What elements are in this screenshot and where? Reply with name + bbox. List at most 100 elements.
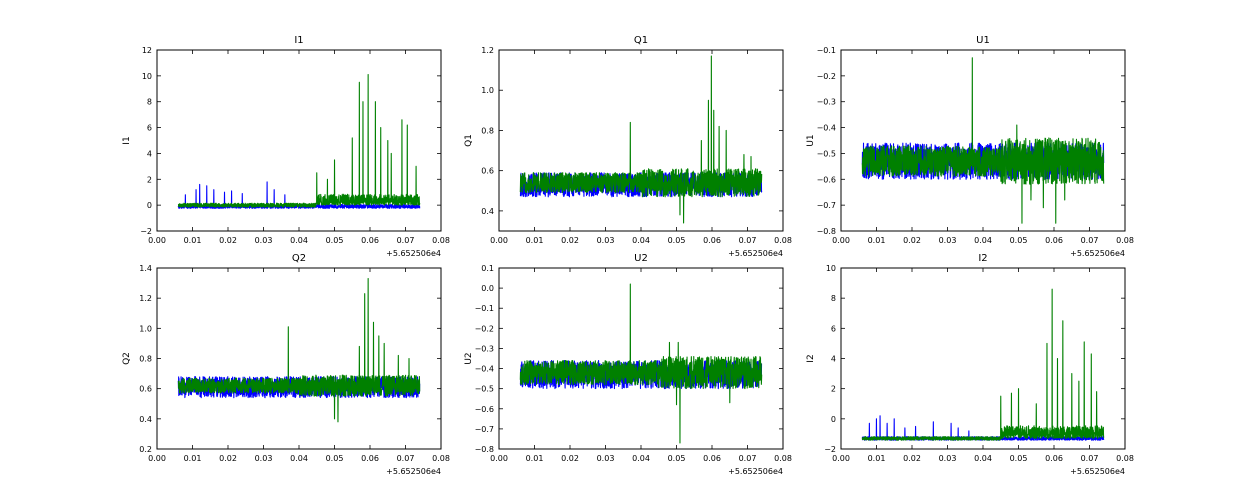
x-offset-label: +5.652506e4 xyxy=(1070,249,1125,258)
subplot-u1: 0.00 0.01 0.02 0.03 0.04 0.05 0.06 0.07 0.08 −0.8… xyxy=(806,35,1134,258)
y-tick-label: 0.4 xyxy=(481,207,494,216)
x-tick-label: 0.06 xyxy=(703,454,721,463)
y-tick-label: 0.6 xyxy=(481,167,494,176)
y-tick-label: −0.8 xyxy=(475,445,494,454)
x-tick-label: 0.08 xyxy=(432,454,450,463)
y-tick-label: 0.6 xyxy=(139,385,152,394)
x-tick-label: 0.04 xyxy=(974,454,992,463)
plot-area xyxy=(861,57,1105,224)
x-tick-label: 0.00 xyxy=(490,454,508,463)
y-axis-label: I1 xyxy=(122,136,132,144)
series-green xyxy=(861,288,1105,441)
subplot-i1: 0.00 0.01 0.02 0.03 0.04 0.05 0.06 0.07 0.08 −2 0 2… xyxy=(122,35,450,258)
x-tick-label: 0.02 xyxy=(219,454,237,463)
chart-title: U1 xyxy=(976,35,990,46)
y-tick-label: 0.2 xyxy=(139,445,152,454)
chart-title: Q1 xyxy=(634,35,648,46)
y-tick-label: 12 xyxy=(142,46,152,55)
x-tick-label: 0.06 xyxy=(361,454,379,463)
y-tick-label: −2 xyxy=(824,445,836,454)
plot-area xyxy=(861,288,1105,441)
x-tick-label: 0.07 xyxy=(1081,454,1099,463)
x-tick-label: 0.05 xyxy=(1010,454,1028,463)
y-tick-label: 6 xyxy=(831,324,836,333)
x-tick-label: 0.03 xyxy=(597,454,615,463)
x-tick-label: 0.08 xyxy=(1116,454,1134,463)
x-tick-label: 0.05 xyxy=(1010,236,1028,245)
y-tick-label: 4 xyxy=(147,149,152,158)
y-tick-label: −0.4 xyxy=(475,365,494,374)
x-tick-label: 0.04 xyxy=(290,454,308,463)
x-offset-label: +5.652506e4 xyxy=(386,249,441,258)
y-tick-label: 6 xyxy=(147,124,152,133)
chart-title: I1 xyxy=(294,35,303,46)
x-tick-label: 0.02 xyxy=(903,236,921,245)
y-tick-label: 0.4 xyxy=(139,415,152,424)
x-tick-label: 0.06 xyxy=(1045,454,1063,463)
plot-area xyxy=(519,55,763,224)
chart-title: Q2 xyxy=(292,253,306,264)
y-tick-label: −2 xyxy=(140,227,152,236)
x-tick-label: 0.02 xyxy=(561,454,579,463)
x-tick-label: 0.03 xyxy=(939,236,957,245)
y-tick-label: −0.2 xyxy=(475,324,494,333)
y-tick-label: −0.6 xyxy=(817,175,836,184)
y-tick-label: 8 xyxy=(831,294,836,303)
y-tick-label: −0.6 xyxy=(475,405,494,414)
y-tick-label: −0.3 xyxy=(817,98,836,107)
x-tick-label: 0.01 xyxy=(868,236,886,245)
x-tick-label: 0.07 xyxy=(397,236,415,245)
subplot-u2: 0.00 0.01 0.02 0.03 0.04 0.05 0.06 0.07 0.08 −0.8… xyxy=(464,253,792,476)
y-tick-label: 1.0 xyxy=(139,324,152,333)
x-tick-label: 0.07 xyxy=(1081,236,1099,245)
y-tick-label: 0.1 xyxy=(481,264,494,273)
x-tick-label: 0.08 xyxy=(432,236,450,245)
y-axis-label: Q1 xyxy=(464,134,474,147)
x-tick-label: 0.04 xyxy=(290,236,308,245)
y-tick-label: 0 xyxy=(147,201,152,210)
y-tick-label: −0.5 xyxy=(475,385,494,394)
chart-title: I2 xyxy=(978,253,987,264)
y-tick-label: −0.4 xyxy=(817,124,836,133)
series-green xyxy=(177,278,421,423)
x-tick-label: 0.06 xyxy=(1045,236,1063,245)
y-tick-label: 1.0 xyxy=(481,86,494,95)
x-tick-label: 0.00 xyxy=(832,454,850,463)
series-green xyxy=(519,283,763,444)
y-tick-label: 2 xyxy=(831,385,836,394)
x-tick-label: 0.00 xyxy=(490,236,508,245)
y-tick-label: −0.2 xyxy=(817,72,836,81)
x-tick-label: 0.04 xyxy=(632,454,650,463)
y-tick-label: 1.4 xyxy=(139,264,152,273)
x-tick-label: 0.08 xyxy=(1116,236,1134,245)
x-tick-label: 0.00 xyxy=(832,236,850,245)
y-tick-label: −0.7 xyxy=(475,425,494,434)
series-green xyxy=(519,55,763,224)
y-axis-label: I2 xyxy=(806,354,816,362)
x-tick-label: 0.01 xyxy=(526,454,544,463)
x-tick-label: 0.01 xyxy=(868,454,886,463)
x-offset-label: +5.652506e4 xyxy=(728,249,783,258)
x-tick-label: 0.03 xyxy=(255,236,273,245)
x-tick-label: 0.08 xyxy=(774,236,792,245)
y-tick-label: 0.0 xyxy=(481,284,494,293)
y-tick-label: 1.2 xyxy=(481,46,494,55)
x-tick-label: 0.03 xyxy=(255,454,273,463)
x-tick-label: 0.07 xyxy=(739,236,757,245)
subplot-q1: 0.00 0.01 0.02 0.03 0.04 0.05 0.06 0.07 0.08 0.4 0… xyxy=(464,35,792,258)
x-tick-label: 0.01 xyxy=(526,236,544,245)
x-tick-label: 0.07 xyxy=(397,454,415,463)
x-tick-label: 0.01 xyxy=(184,454,202,463)
x-tick-label: 0.02 xyxy=(903,454,921,463)
x-tick-label: 0.06 xyxy=(361,236,379,245)
x-tick-label: 0.02 xyxy=(219,236,237,245)
plot-area xyxy=(519,283,763,444)
x-tick-label: 0.01 xyxy=(184,236,202,245)
subplot-i2: 0.00 0.01 0.02 0.03 0.04 0.05 0.06 0.07 0.08 −2 0 2… xyxy=(806,253,1134,476)
y-tick-label: 0.8 xyxy=(481,126,494,135)
y-tick-label: −0.8 xyxy=(817,227,836,236)
x-tick-label: 0.05 xyxy=(668,236,686,245)
y-tick-label: 2 xyxy=(147,175,152,184)
x-tick-label: 0.04 xyxy=(632,236,650,245)
